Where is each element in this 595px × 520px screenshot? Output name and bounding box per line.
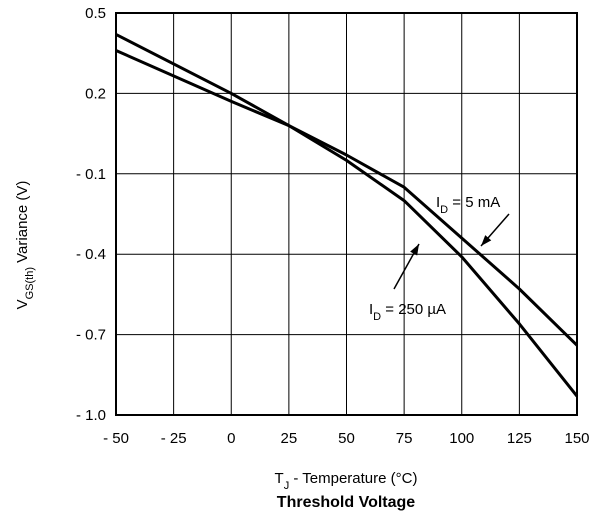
y-tick-label: 0.2 [85,85,106,102]
chart-title: Threshold Voltage [277,494,415,511]
x-tick-label: 0 [227,430,235,447]
tick-labels: - 50 - 25 0 25 50 75 100 125 150 - 1.0 - 0.7 - 0.4 -… [76,5,590,447]
annotation-arrowhead-1 [410,244,419,256]
plot-frame [115,12,578,416]
y-tick-label: - 1.0 [76,407,106,424]
y-tick-label: - 0.7 [76,327,106,344]
x-tick-label: 25 [281,430,298,447]
annotation-label-0: ID = 5 mA [436,194,500,216]
series-line-1 [115,49,579,347]
x-tick-label: 100 [449,430,474,447]
annotation-arrowhead-0 [481,235,492,246]
grid [115,12,578,416]
x-tick-label: - 50 [103,430,129,447]
y-axis-label: VGS(th) Variance (V) [14,181,36,310]
series-line-0 [115,33,579,398]
annotation-label-1: ID = 250 µA [369,301,446,323]
x-axis-label: TJ - Temperature (°C) [275,470,418,492]
y-tick-label: - 0.1 [76,166,106,183]
y-tick-label: 0.5 [85,5,106,22]
x-tick-label: 150 [564,430,589,447]
annotations: ID = 5 mA ID = 250 µA [369,194,510,323]
x-tick-label: 75 [396,430,413,447]
x-tick-label: 125 [507,430,532,447]
x-tick-label: - 25 [161,430,187,447]
series-lines [115,33,579,398]
x-tick-label: 50 [338,430,355,447]
y-tick-label: - 0.4 [76,246,106,263]
